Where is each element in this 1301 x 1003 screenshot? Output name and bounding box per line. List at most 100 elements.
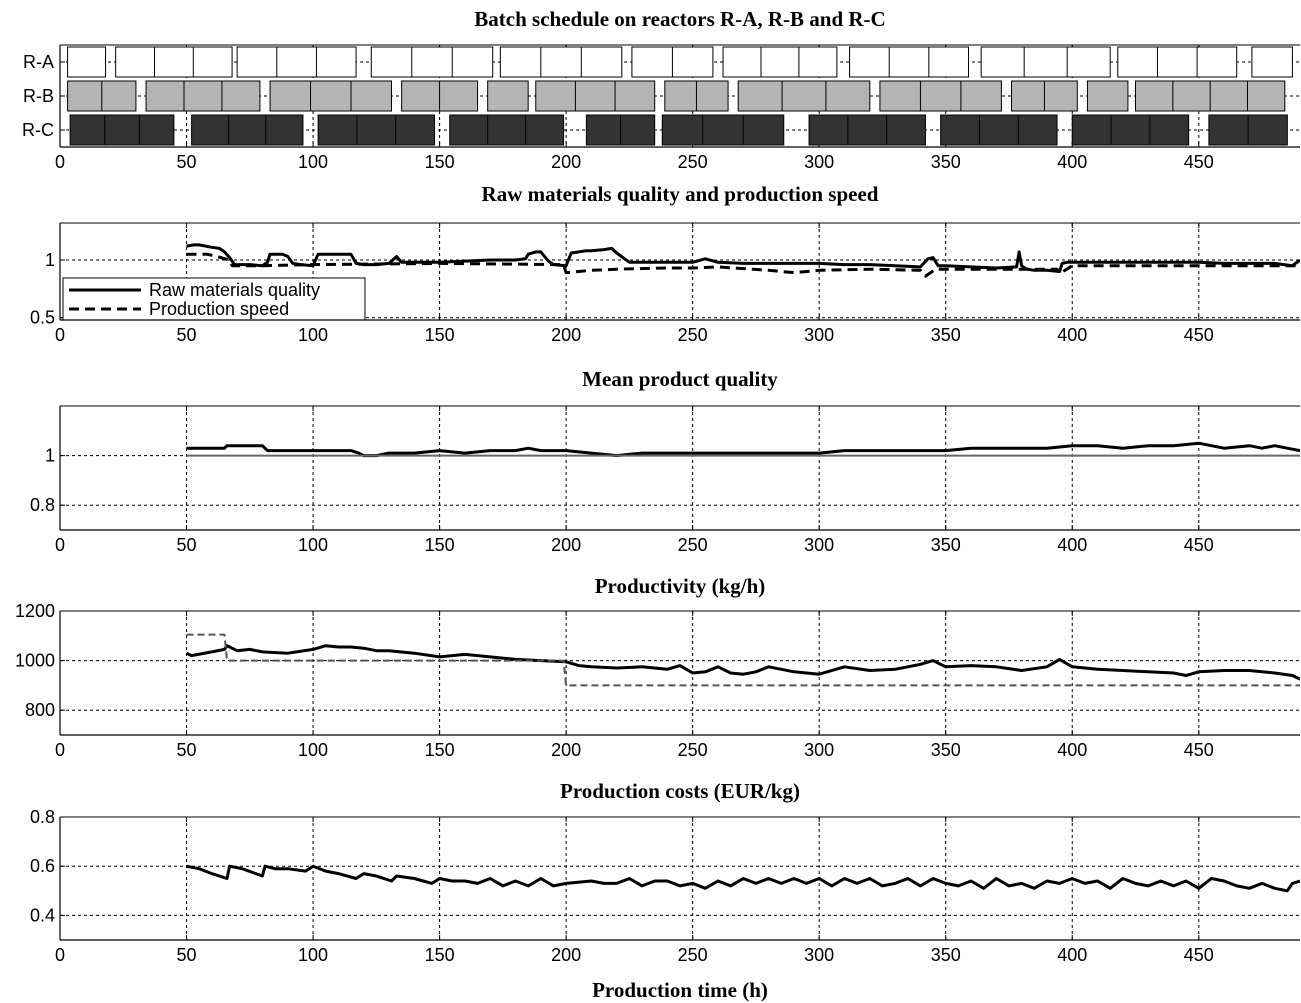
y-tick-label: 0.8: [30, 495, 55, 515]
series-line: [186, 252, 1300, 278]
batch-bar: [849, 46, 969, 78]
panel-3: Mean product quality 0 50 100 150 200 250 300 35…: [30, 367, 1300, 555]
x-tick-label: 250: [678, 535, 708, 555]
batch-bar: [269, 80, 393, 112]
batch-bar: [317, 114, 436, 146]
x-tick-label: 450: [1184, 945, 1214, 965]
x-tick-label: 250: [678, 152, 708, 172]
x-tick-label: 250: [678, 325, 708, 345]
batch-bar: [67, 46, 107, 78]
batch-bar: [722, 46, 838, 78]
x-tick-label: 100: [298, 945, 328, 965]
x-tick-label: 100: [298, 535, 328, 555]
legend-label: Raw materials quality: [149, 280, 320, 300]
panel-title: Batch schedule on reactors R-A, R-B and …: [474, 7, 885, 31]
x-tick-label: 150: [425, 740, 455, 760]
panel-2: Raw materials quality and production spe…: [30, 182, 1300, 345]
y-tick-label: 0.4: [30, 905, 55, 925]
x-tick-label: 450: [1184, 740, 1214, 760]
y-tick-label: 1000: [15, 651, 55, 671]
batch-bar: [737, 80, 871, 112]
x-tick-label: 400: [1057, 740, 1087, 760]
panel-5: Production costs (EUR/kg) 0 50 100 150 200 250…: [30, 779, 1300, 965]
x-tick-label: 450: [1184, 325, 1214, 345]
x-tick-label: 450: [1184, 535, 1214, 555]
x-tick-label: 300: [804, 535, 834, 555]
batch-bar: [145, 80, 261, 112]
x-tick-label: 350: [931, 325, 961, 345]
batch-bar: [980, 46, 1111, 78]
x-tick-label: 150: [425, 535, 455, 555]
batch-bar: [499, 46, 623, 78]
series-line: [186, 633, 1300, 687]
x-tick-label: 0: [55, 325, 65, 345]
panel-4: Productivity (kg/h) 0 50 100 150 200 250 300 350…: [15, 574, 1300, 760]
x-tick-label: 200: [551, 945, 581, 965]
x-tick-label: 0: [55, 535, 65, 555]
series-line: [186, 864, 1300, 893]
x-tick-label: 50: [177, 325, 197, 345]
x-tick-label: 0: [55, 945, 65, 965]
x-tick-label: 150: [425, 325, 455, 345]
row-label: R-A: [23, 52, 54, 72]
batch-bar: [940, 114, 1058, 146]
batch-bar: [535, 80, 656, 112]
batch-bar: [1251, 46, 1293, 78]
x-tick-label: 50: [177, 152, 197, 172]
x-tick-label: 350: [931, 535, 961, 555]
x-tick-label: 50: [177, 535, 197, 555]
row-label: R-C: [22, 120, 54, 140]
legend-label: Production speed: [149, 299, 289, 319]
row-label: R-B: [23, 86, 54, 106]
panel-title: Mean product quality: [582, 367, 778, 391]
x-tick-label: 300: [804, 325, 834, 345]
x-tick-label: 50: [177, 945, 197, 965]
x-tick-label: 350: [931, 152, 961, 172]
y-tick-label: 1200: [15, 601, 55, 621]
x-tick-label: 150: [425, 152, 455, 172]
batch-bar: [487, 80, 529, 112]
x-tick-label: 400: [1057, 325, 1087, 345]
panel-title: Raw materials quality and production spe…: [482, 182, 879, 206]
batch-bar: [69, 114, 175, 146]
x-tick-label: 100: [298, 740, 328, 760]
batch-bar: [191, 114, 304, 146]
series-line: [185, 644, 1300, 681]
x-tick-label: 300: [804, 740, 834, 760]
y-tick-label: 0.8: [30, 807, 55, 827]
batch-bar: [879, 80, 1002, 112]
x-tick-label: 400: [1057, 945, 1087, 965]
batch-bar: [370, 46, 494, 78]
x-tick-label: 200: [551, 740, 581, 760]
batch-bar: [115, 46, 233, 78]
batch-bar: [449, 114, 565, 146]
y-tick-label: 0.6: [30, 856, 55, 876]
y-tick-label: 0.5: [30, 308, 55, 328]
batch-bar: [661, 114, 785, 146]
x-tick-label: 200: [551, 325, 581, 345]
y-tick-label: 800: [25, 700, 55, 720]
x-tick-label: 350: [931, 740, 961, 760]
y-tick-label: 1: [45, 446, 55, 466]
x-tick-label: 200: [551, 535, 581, 555]
x-tick-label: 0: [55, 740, 65, 760]
x-tick-label: 300: [804, 945, 834, 965]
panel-title: Production costs (EUR/kg): [560, 779, 800, 803]
x-tick-label: 350: [931, 945, 961, 965]
x-tick-label: 450: [1184, 152, 1214, 172]
x-axis-label: Production time (h): [592, 978, 768, 1002]
x-tick-label: 400: [1057, 152, 1087, 172]
x-tick-label: 50: [177, 740, 197, 760]
batch-bar: [1086, 80, 1129, 112]
x-tick-label: 100: [298, 152, 328, 172]
batch-bar: [1117, 46, 1238, 78]
batch-bar: [1071, 114, 1190, 146]
x-tick-label: 0: [55, 152, 65, 172]
x-tick-label: 250: [678, 740, 708, 760]
x-tick-label: 250: [678, 945, 708, 965]
batch-bar: [808, 114, 926, 146]
x-tick-label: 100: [298, 325, 328, 345]
x-tick-label: 300: [804, 152, 834, 172]
